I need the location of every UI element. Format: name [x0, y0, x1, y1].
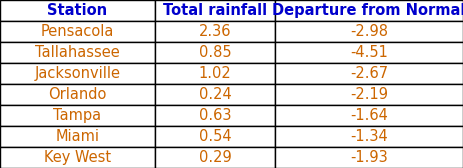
Bar [155, 84, 275, 105]
Text: 2.36: 2.36 [199, 24, 231, 39]
Text: -1.93: -1.93 [350, 150, 388, 165]
Text: -2.98: -2.98 [350, 24, 388, 39]
Text: 0.29: 0.29 [199, 150, 232, 165]
Text: 0.54: 0.54 [199, 129, 232, 144]
Bar [155, 63, 275, 84]
Text: 0.63: 0.63 [199, 108, 231, 123]
Bar [275, 84, 463, 105]
Bar [155, 21, 275, 42]
Bar [275, 42, 463, 63]
Bar [0, 105, 155, 126]
Text: -1.64: -1.64 [350, 108, 388, 123]
Bar [0, 0, 155, 21]
Bar [275, 105, 463, 126]
Bar [0, 126, 155, 147]
Bar [275, 147, 463, 168]
Bar [0, 63, 155, 84]
Bar [155, 147, 275, 168]
Text: Tampa: Tampa [53, 108, 101, 123]
Bar [155, 42, 275, 63]
Text: Departure from Normal: Departure from Normal [272, 3, 463, 18]
Bar [155, 105, 275, 126]
Bar [155, 126, 275, 147]
Bar [275, 63, 463, 84]
Text: 0.24: 0.24 [199, 87, 232, 102]
Text: Station: Station [47, 3, 107, 18]
Bar [0, 147, 155, 168]
Text: -2.67: -2.67 [350, 66, 388, 81]
Bar [155, 0, 275, 21]
Text: Pensacola: Pensacola [41, 24, 114, 39]
Text: Jacksonville: Jacksonville [35, 66, 120, 81]
Bar [0, 21, 155, 42]
Text: Orlando: Orlando [48, 87, 106, 102]
Bar [0, 84, 155, 105]
Bar [275, 126, 463, 147]
Text: Total rainfall: Total rainfall [163, 3, 267, 18]
Bar [275, 21, 463, 42]
Text: -4.51: -4.51 [350, 45, 388, 60]
Bar [275, 0, 463, 21]
Text: Tallahassee: Tallahassee [35, 45, 120, 60]
Text: Miami: Miami [56, 129, 100, 144]
Text: Key West: Key West [44, 150, 111, 165]
Text: -1.34: -1.34 [350, 129, 388, 144]
Text: 0.85: 0.85 [199, 45, 232, 60]
Bar [0, 42, 155, 63]
Text: 1.02: 1.02 [199, 66, 232, 81]
Text: -2.19: -2.19 [350, 87, 388, 102]
